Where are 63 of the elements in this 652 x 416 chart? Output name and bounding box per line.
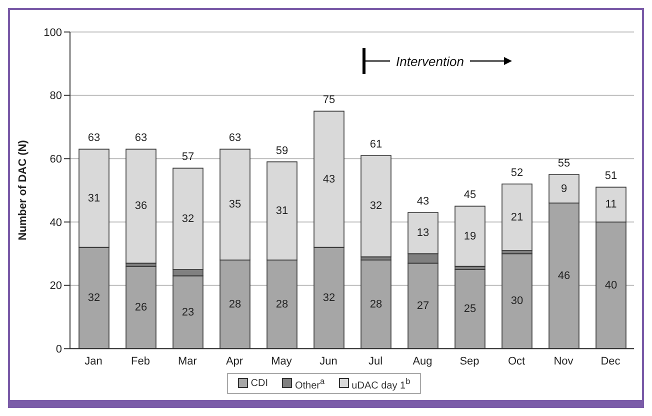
total-label: 63	[88, 132, 100, 144]
data-label: 28	[228, 298, 242, 310]
data-label: 25	[464, 303, 476, 316]
total-label: 61	[370, 138, 382, 150]
x-tick-label: Feb	[131, 355, 150, 368]
total-label: 57	[182, 151, 194, 164]
bar	[360, 155, 392, 258]
data-label: 43	[322, 173, 336, 186]
x-tick-label: Apr	[226, 355, 244, 368]
data-label: 28	[370, 298, 382, 310]
total-label: 51	[604, 170, 618, 182]
total-label: 59	[276, 144, 288, 157]
data-label: 9	[560, 182, 568, 195]
data-label: 21	[510, 211, 524, 224]
data-label: 32	[182, 212, 194, 225]
total-label: 75	[322, 94, 336, 106]
y-tick-label: 100	[44, 26, 62, 39]
data-label: 32	[88, 292, 100, 304]
x-tick-label: Mar	[178, 355, 198, 368]
legend-label: CDI	[250, 378, 268, 389]
legend-label: uDAC day 1$^{b}$	[352, 376, 410, 391]
total-label: 63	[228, 132, 242, 144]
x-tick-label: Nov	[554, 355, 574, 368]
x-tick-label: May	[271, 355, 292, 368]
data-label: 32	[322, 292, 336, 304]
y-axis-title: Number of DAC (N)	[16, 140, 29, 240]
data-label: 28	[276, 298, 288, 310]
x-tick-label: Oct	[508, 355, 526, 368]
legend-label: Other$^{a}$	[295, 376, 325, 391]
annotation: Intervention	[396, 54, 464, 68]
total-label: 45	[464, 189, 476, 202]
data-label: 26	[134, 302, 148, 314]
data-label: 31	[88, 192, 100, 204]
x-tick-label: Jul	[368, 355, 383, 368]
total-label: 43	[416, 196, 430, 208]
data-label: 46	[558, 270, 570, 282]
data-label: 11	[605, 198, 617, 211]
data-label: 35	[228, 198, 242, 211]
data-label: 30	[510, 295, 524, 308]
x-tick-label: Jan	[84, 355, 102, 368]
data-label: 27	[416, 300, 430, 312]
bar	[502, 184, 532, 251]
data-label: 13	[416, 227, 430, 240]
total-label: 63	[134, 132, 148, 144]
bar	[454, 206, 486, 267]
data-label: 36	[134, 200, 148, 212]
data-label: 40	[604, 279, 618, 292]
data-label: 31	[276, 204, 288, 217]
x-tick-label: Sep	[460, 355, 480, 368]
x-tick-label: Dec	[600, 355, 621, 368]
y-tick-label: 20	[50, 280, 62, 292]
y-tick-label: 40	[50, 216, 62, 229]
x-tick-label: Aug	[412, 355, 432, 368]
bar	[126, 148, 156, 264]
data-label: 23	[182, 306, 194, 318]
data-label: 19	[464, 230, 476, 242]
x-tick-label: Jun	[320, 355, 338, 368]
total-label: 55	[558, 158, 570, 170]
y-tick-label: 60	[50, 154, 62, 166]
y-tick-label: 80	[50, 90, 62, 102]
data-label: 32	[370, 200, 382, 212]
total-label: 52	[510, 167, 524, 180]
y-tick-label: 0	[56, 344, 62, 356]
